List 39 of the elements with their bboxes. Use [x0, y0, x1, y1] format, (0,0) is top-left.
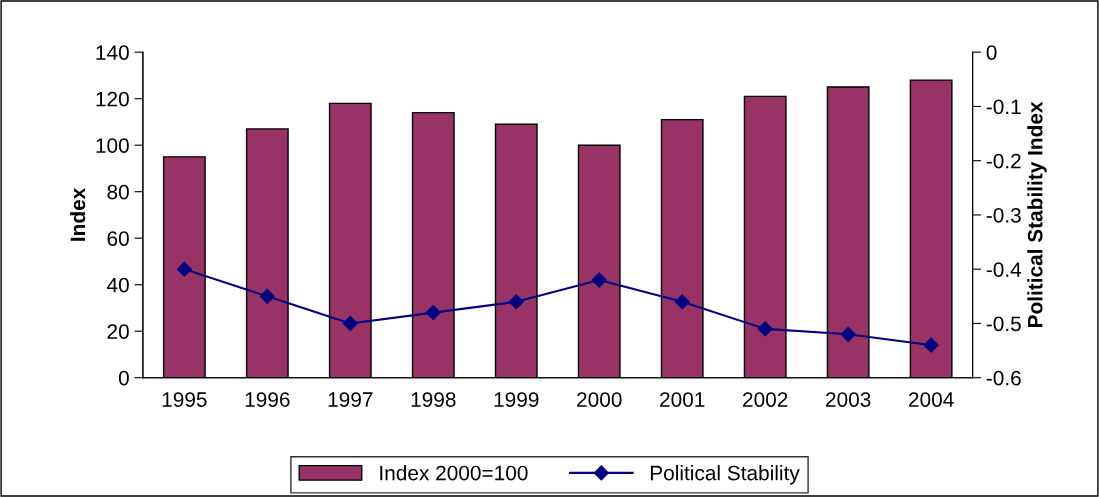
x-tick-label: 1999 [494, 392, 539, 407]
y-tick-label: 40 [106, 277, 129, 293]
y-axis-title: Index [69, 187, 86, 241]
x-tick-label: 2003 [826, 392, 871, 407]
y2-tick-label: -0.4 [986, 262, 1022, 277]
x-tick-label: 2004 [909, 392, 954, 407]
y-tick-label: 100 [96, 138, 129, 153]
x-tick-label: 1997 [328, 392, 373, 407]
y-tick-label: 0 [118, 370, 129, 386]
point [508, 294, 524, 310]
point [342, 315, 358, 332]
y-tick-label: 20 [107, 324, 129, 339]
x-tick-label: 2000 [577, 392, 622, 407]
point [757, 321, 773, 337]
point [176, 261, 192, 277]
point [259, 288, 275, 304]
y2-tick-label: -0.3 [986, 207, 1021, 223]
y2-tick-label: -0.2 [986, 153, 1021, 169]
y-tick-label: 140 [96, 45, 129, 60]
x-tick-label: 2002 [743, 392, 788, 407]
x-tick-label: 1996 [245, 392, 290, 407]
y-tick-label: 60 [107, 231, 129, 246]
point [674, 294, 690, 310]
y2-tick-label: -0.6 [986, 370, 1021, 386]
y2-tick-label: 0 [986, 45, 997, 60]
point [923, 337, 939, 353]
y2-axis-title: Political Stability Index [1027, 101, 1047, 327]
point [840, 326, 856, 342]
point [425, 305, 441, 321]
x-tick-label: 1998 [411, 392, 456, 407]
y-tick-label: 120 [96, 91, 129, 107]
y-tick-label: 80 [107, 184, 129, 200]
legend-label: Index 2000=100 [380, 465, 528, 481]
y2-tick-label: -0.5 [986, 316, 1021, 332]
y2-tick-label: -0.1 [986, 99, 1021, 115]
x-tick-label: 2001 [660, 392, 705, 407]
x-tick-label: 1995 [162, 392, 207, 407]
point [591, 272, 607, 288]
legend-label: Political Stability [650, 465, 800, 485]
